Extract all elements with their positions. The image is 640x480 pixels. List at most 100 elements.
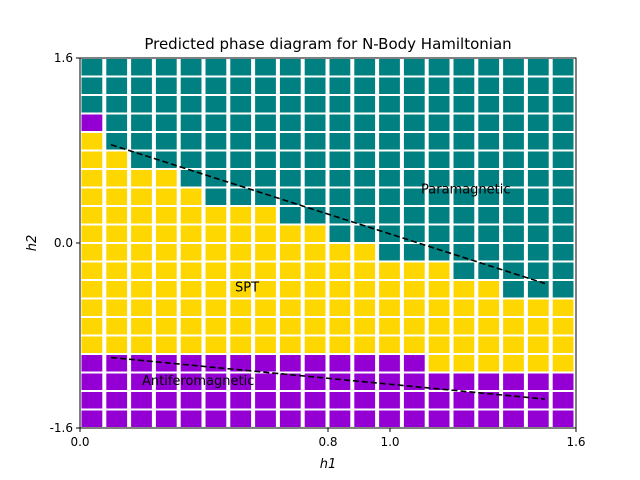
phase-cell — [255, 318, 276, 335]
phase-cell — [255, 373, 276, 390]
phase-cell — [552, 299, 574, 316]
phase-cell — [329, 355, 351, 372]
phase-cell — [527, 244, 549, 261]
phase-cell — [155, 114, 177, 131]
phase-cell — [329, 262, 351, 279]
phase-cell — [230, 225, 252, 242]
phase-cell — [329, 281, 351, 298]
phase-cell — [230, 281, 252, 298]
phase-cell — [279, 207, 301, 224]
phase-cell — [379, 392, 400, 409]
phase-cell — [453, 96, 475, 113]
phase-cell — [180, 207, 202, 224]
phase-cell — [503, 151, 524, 168]
phase-cell — [379, 151, 400, 168]
phase-cell — [180, 410, 202, 427]
phase-cell — [354, 133, 376, 150]
phase-cell — [379, 281, 400, 298]
phase-cell — [255, 392, 276, 409]
phase-cell — [81, 207, 103, 224]
phase-cell — [453, 318, 475, 335]
phase-cell — [403, 336, 425, 353]
phase-cell — [453, 355, 475, 372]
phase-cell — [180, 225, 202, 242]
phase-cell — [205, 373, 227, 390]
phase-cell — [453, 77, 475, 94]
phase-cell — [403, 281, 425, 298]
phase-cell — [354, 281, 376, 298]
phase-cell — [428, 114, 450, 131]
phase-cell — [255, 355, 276, 372]
phase-cell — [180, 244, 202, 261]
phase-cell — [329, 299, 351, 316]
phase-cell — [552, 410, 574, 427]
phase-cell — [81, 59, 103, 76]
phase-cell — [180, 373, 202, 390]
phase-cell — [279, 355, 301, 372]
phase-cell — [552, 96, 574, 113]
phase-cell — [354, 77, 376, 94]
phase-cell — [428, 188, 450, 205]
phase-cell — [304, 244, 326, 261]
phase-cell — [329, 151, 351, 168]
phase-cell — [131, 262, 152, 279]
phase-cell — [304, 77, 326, 94]
phase-cell — [81, 114, 103, 131]
phase-cell — [106, 281, 128, 298]
phase-cell — [379, 410, 400, 427]
phase-cell — [131, 410, 152, 427]
phase-cell — [552, 77, 574, 94]
phase-cell — [131, 336, 152, 353]
phase-cell — [354, 114, 376, 131]
phase-cell — [552, 225, 574, 242]
phase-cell — [279, 96, 301, 113]
phase-cell — [279, 225, 301, 242]
phase-cell — [354, 410, 376, 427]
phase-cell — [106, 244, 128, 261]
phase-cell — [428, 318, 450, 335]
phase-cell — [180, 318, 202, 335]
phase-cell — [403, 355, 425, 372]
phase-cell — [403, 170, 425, 187]
phase-cell — [478, 281, 500, 298]
phase-cell — [304, 336, 326, 353]
phase-cell — [478, 77, 500, 94]
phase-cell — [478, 188, 500, 205]
phase-cell — [131, 392, 152, 409]
phase-cell — [106, 207, 128, 224]
phase-cell — [304, 170, 326, 187]
phase-cell — [453, 373, 475, 390]
phase-cell — [329, 373, 351, 390]
phase-cell — [230, 133, 252, 150]
phase-cell — [552, 281, 574, 298]
phase-cell — [478, 114, 500, 131]
phase-cell — [453, 59, 475, 76]
phase-cell — [428, 59, 450, 76]
phase-cell — [230, 151, 252, 168]
phase-cell — [155, 336, 177, 353]
phase-cell — [329, 318, 351, 335]
phase-cell — [180, 299, 202, 316]
phase-cell — [403, 133, 425, 150]
phase-cell — [180, 151, 202, 168]
phase-cell — [354, 170, 376, 187]
phase-cell — [205, 299, 227, 316]
phase-cell — [279, 336, 301, 353]
phase-cell — [329, 188, 351, 205]
phase-cell — [403, 59, 425, 76]
phase-cell — [180, 59, 202, 76]
phase-cell — [304, 151, 326, 168]
phase-cell — [180, 262, 202, 279]
phase-cell — [255, 114, 276, 131]
phase-cell — [527, 318, 549, 335]
phase-cell — [155, 410, 177, 427]
phase-cell — [304, 188, 326, 205]
phase-cell — [131, 59, 152, 76]
phase-cell — [106, 410, 128, 427]
phase-cell — [106, 373, 128, 390]
phase-cell — [527, 225, 549, 242]
phase-cell — [552, 244, 574, 261]
phase-cell — [428, 77, 450, 94]
phase-labels: Paramagnetic SPT Antiferomagnetic — [142, 182, 511, 389]
phase-cell — [527, 262, 549, 279]
